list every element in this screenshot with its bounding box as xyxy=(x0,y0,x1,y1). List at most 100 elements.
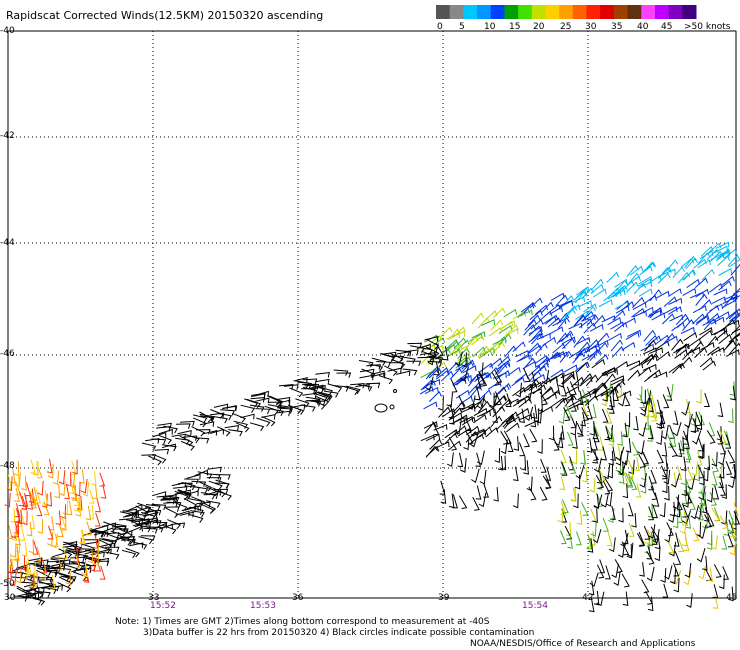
wind-barb xyxy=(614,360,629,370)
wind-barb xyxy=(587,533,594,548)
wind-barb xyxy=(32,540,39,555)
wind-barb xyxy=(165,507,179,519)
wind-barb xyxy=(527,314,541,326)
wind-barb xyxy=(132,541,148,550)
wind-barb xyxy=(433,361,440,376)
wind-barb xyxy=(203,429,218,436)
wind-barb xyxy=(448,404,455,419)
wind-barb xyxy=(18,492,25,507)
wind-barb xyxy=(186,474,201,480)
wind-barb xyxy=(622,591,629,607)
wind-barb xyxy=(614,321,628,332)
wind-barb xyxy=(12,566,27,572)
wind-barb xyxy=(638,454,647,468)
wind-barb xyxy=(577,420,583,436)
wind-barb xyxy=(666,522,674,537)
wind-barb xyxy=(135,505,149,517)
wind-barb xyxy=(506,422,520,433)
wind-barb xyxy=(61,545,68,560)
wind-barb xyxy=(28,488,35,504)
wind-barb xyxy=(672,362,685,374)
wind-barb xyxy=(730,463,736,479)
wind-barb xyxy=(492,408,499,424)
wind-barb xyxy=(659,502,666,518)
wind-barb xyxy=(507,366,521,377)
wind-barb xyxy=(175,423,191,429)
wind-barb xyxy=(637,440,645,455)
wind-barb xyxy=(486,366,499,379)
wind-barb xyxy=(522,433,530,448)
wind-barb xyxy=(603,464,611,480)
map-title: Rapidscat Corrected Winds(12.5KM) 201503… xyxy=(6,9,324,22)
wind-barb xyxy=(35,489,41,504)
wind-barb xyxy=(591,278,604,291)
wind-barb xyxy=(557,433,564,449)
wind-barb xyxy=(452,401,466,413)
wind-barb xyxy=(625,438,632,453)
wind-barb xyxy=(589,323,604,332)
wind-barb xyxy=(691,461,699,477)
wind-barb xyxy=(651,530,658,545)
colorbar-label: 30 xyxy=(585,22,597,32)
wind-barb xyxy=(425,376,434,391)
wind-barb xyxy=(500,439,508,455)
wind-barb xyxy=(695,504,702,520)
wind-barb xyxy=(143,527,158,534)
wind-barb xyxy=(86,557,101,565)
wind-barb xyxy=(564,525,573,540)
wind-barb xyxy=(560,449,567,464)
wind-barb xyxy=(544,375,558,385)
wind-barb xyxy=(171,433,187,440)
wind-barb xyxy=(684,563,692,578)
wind-barb xyxy=(101,542,116,549)
wind-barb xyxy=(562,337,576,349)
wind-barb xyxy=(222,405,238,412)
wind-barb xyxy=(592,449,599,464)
wind-barb xyxy=(572,351,585,364)
wind-barb xyxy=(293,376,308,383)
wind-barb xyxy=(35,590,51,598)
wind-barb xyxy=(94,560,110,567)
wind-barb xyxy=(368,363,384,372)
wind-barb xyxy=(420,379,434,391)
wind-barb xyxy=(730,522,737,538)
wind-barb xyxy=(587,349,600,361)
wind-barb xyxy=(613,571,621,586)
wind-barb xyxy=(729,312,740,322)
colorbar-swatch xyxy=(668,5,683,19)
wind-barb xyxy=(122,508,138,515)
wind-barb xyxy=(520,456,527,471)
wind-barb xyxy=(37,480,44,496)
wind-barb xyxy=(685,445,692,460)
wind-barb xyxy=(654,546,661,562)
wind-barb xyxy=(191,480,207,487)
wind-barb xyxy=(28,557,43,564)
wind-barb xyxy=(620,532,629,548)
wind-barb xyxy=(524,319,538,331)
wind-barb xyxy=(456,372,470,382)
wind-barb xyxy=(630,476,638,491)
wind-barb xyxy=(478,400,491,413)
wind-barb xyxy=(560,394,574,403)
wind-barb xyxy=(609,392,615,408)
wind-barb xyxy=(180,440,195,451)
wind-barb xyxy=(77,567,92,574)
wind-barb xyxy=(34,559,49,565)
wind-barb xyxy=(513,466,519,482)
y-tick-label: -46 xyxy=(0,349,15,359)
wind-barb xyxy=(610,339,624,352)
wind-barb xyxy=(725,349,740,357)
wind-barb xyxy=(673,532,680,547)
wind-barb xyxy=(87,548,94,564)
wind-barb xyxy=(215,474,231,480)
wind-barb xyxy=(450,378,458,393)
wind-barb xyxy=(576,422,584,437)
wind-barb xyxy=(728,308,740,320)
wind-barb xyxy=(649,289,662,302)
colorbar-swatch xyxy=(627,5,642,19)
wind-barb xyxy=(725,309,740,320)
colorbar-swatch xyxy=(682,5,697,19)
wind-barb xyxy=(541,369,550,385)
wind-barb xyxy=(704,393,710,407)
wind-barb xyxy=(429,344,444,353)
